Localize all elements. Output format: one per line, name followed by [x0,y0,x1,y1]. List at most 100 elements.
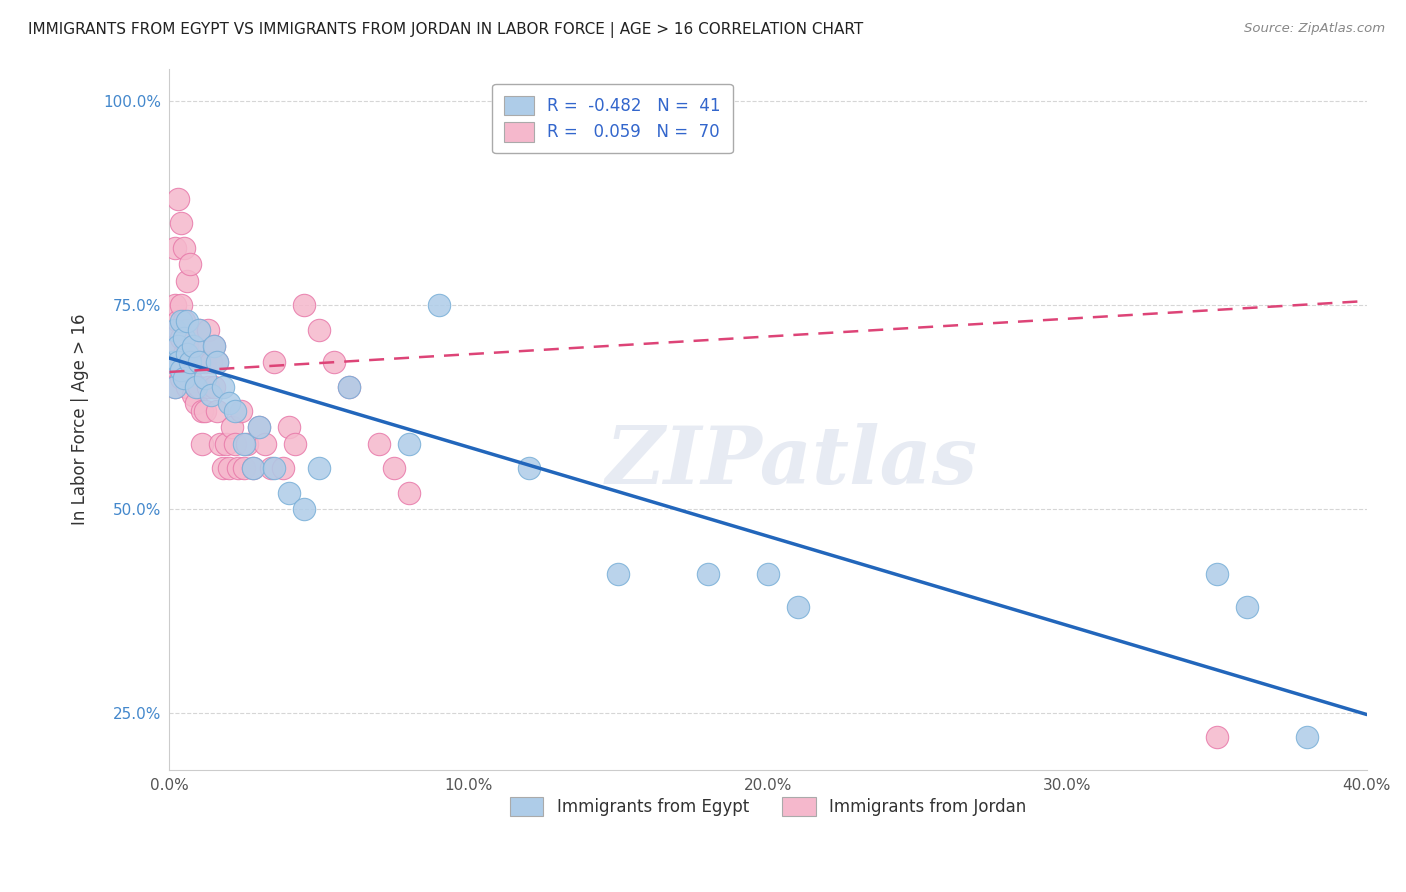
Point [170,371,193,385]
Point [191,436,214,450]
Point [427,298,450,312]
Point [197,379,219,393]
Point [167,363,190,377]
Point [165,339,187,353]
Point [167,192,190,206]
Point [209,436,232,450]
Point [697,567,720,582]
Text: Source: ZipAtlas.com: Source: ZipAtlas.com [1244,22,1385,36]
Point [194,404,217,418]
Y-axis label: In Labor Force | Age > 16: In Labor Force | Age > 16 [72,313,89,525]
Point [337,379,360,393]
Point [186,379,208,393]
Point [194,371,217,385]
Point [188,322,211,336]
Point [176,379,198,393]
Point [176,314,198,328]
Point [179,257,201,271]
Point [173,241,195,255]
Point [179,355,201,369]
Point [165,379,187,393]
Point [202,339,225,353]
Point [1206,731,1229,745]
Point [1206,567,1229,582]
Point [231,404,253,418]
Point [167,355,190,369]
Point [254,436,277,450]
Point [194,355,217,369]
Point [337,379,360,393]
Point [165,379,187,393]
Point [197,322,219,336]
Point [167,339,190,353]
Point [165,322,187,336]
Point [186,379,208,393]
Point [242,461,264,475]
Point [308,322,330,336]
Point [1296,731,1319,745]
Point [207,404,229,418]
Point [170,363,193,377]
Point [176,339,198,353]
Point [260,461,283,475]
Point [221,420,243,434]
Point [218,461,240,475]
Point [176,322,198,336]
Point [247,420,270,434]
Point [183,355,205,369]
Point [162,322,184,336]
Point [368,436,391,450]
Point [202,339,225,353]
Point [179,355,201,369]
Point [162,355,184,369]
Point [173,355,195,369]
Point [398,485,420,500]
Point [787,599,810,614]
Point [271,461,294,475]
Point [170,331,193,345]
Point [176,347,198,361]
Point [236,436,259,450]
Point [170,298,193,312]
Text: ZIPatlas: ZIPatlas [606,423,979,500]
Point [173,331,195,345]
Point [186,396,208,410]
Point [278,485,301,500]
Point [278,420,301,434]
Point [173,371,195,385]
Point [215,436,238,450]
Point [1236,599,1258,614]
Point [183,339,205,353]
Text: IMMIGRANTS FROM EGYPT VS IMMIGRANTS FROM JORDAN IN LABOR FORCE | AGE > 16 CORREL: IMMIGRANTS FROM EGYPT VS IMMIGRANTS FROM… [28,22,863,38]
Point [207,355,229,369]
Point [233,461,256,475]
Point [183,339,205,353]
Point [212,379,235,393]
Point [183,388,205,402]
Point [165,241,187,255]
Point [188,355,211,369]
Legend: Immigrants from Egypt, Immigrants from Jordan: Immigrants from Egypt, Immigrants from J… [502,789,1035,825]
Point [167,314,190,328]
Point [188,355,211,369]
Point [191,404,214,418]
Point [247,420,270,434]
Point [162,355,184,369]
Point [233,436,256,450]
Point [179,371,201,385]
Point [226,461,249,475]
Point [200,388,222,402]
Point [165,298,187,312]
Point [242,461,264,475]
Point [188,379,211,393]
Point [167,355,190,369]
Point [756,567,779,582]
Point [308,461,330,475]
Point [218,396,240,410]
Point [188,322,211,336]
Point [200,355,222,369]
Point [292,502,315,516]
Point [284,436,307,450]
Point [292,298,315,312]
Point [202,379,225,393]
